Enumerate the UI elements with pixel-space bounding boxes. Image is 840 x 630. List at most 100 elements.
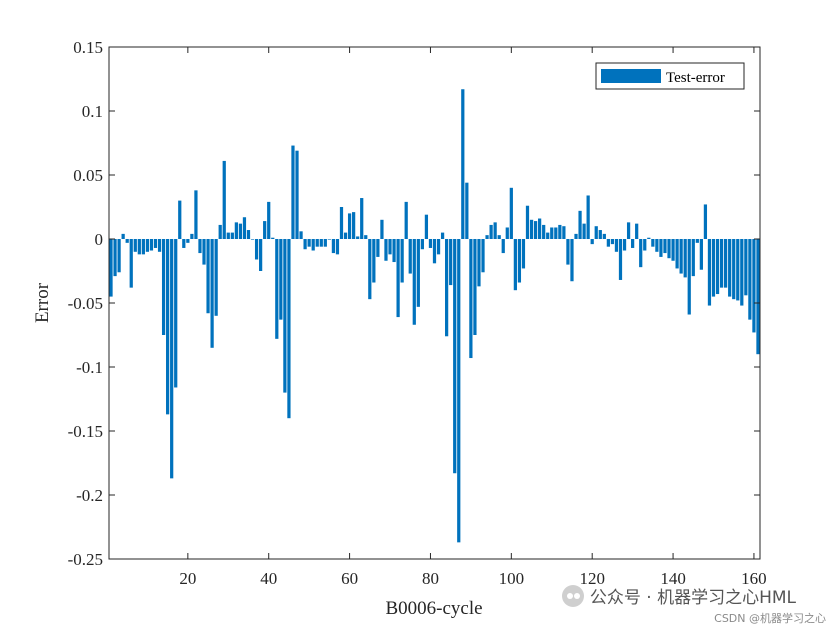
bar [736,239,740,301]
bar [639,239,643,268]
bar [740,239,744,306]
bar [513,239,517,291]
bar [428,239,433,248]
bar [558,224,562,239]
bar [283,239,287,393]
bar [643,239,647,251]
bar [675,239,679,269]
bar [724,239,728,288]
bar [715,239,720,295]
bar [614,239,619,252]
bar [250,239,255,240]
bar [590,239,594,245]
bar [610,239,615,245]
y-axis-label: Error [32,282,53,323]
bar [691,239,695,277]
bar [699,239,703,270]
bar [372,239,376,283]
bar [303,239,307,250]
x-tick-label: 160 [741,569,767,588]
bar [182,239,186,248]
bar [570,239,574,282]
bar [594,226,598,239]
bar [137,239,141,255]
bar [238,223,243,239]
x-tick-label: 100 [499,569,525,588]
bar [542,224,546,239]
bar [748,239,752,320]
x-tick-label: 120 [579,569,605,588]
bar [311,239,315,251]
bar [166,239,170,415]
y-tick-label: 0.15 [73,38,103,57]
x-axis-label: B0006-cycle [385,598,482,619]
bar [449,239,453,286]
bar [109,239,113,297]
bar [469,239,473,359]
bar [481,239,485,273]
bar [477,239,481,287]
bars-group [109,89,760,543]
bar [396,239,400,318]
legend-swatch [601,69,661,83]
bar [384,239,388,261]
y-tick-label: -0.15 [68,422,103,441]
bar [198,239,202,254]
bar [732,239,736,300]
bar [388,239,392,255]
bar [562,226,566,239]
bar [663,239,667,254]
bar [473,239,477,335]
legend-label: Test-error [666,70,725,86]
bar [149,239,154,251]
bar [533,221,538,239]
bar [626,222,631,239]
bar [687,239,691,315]
bar [453,239,457,474]
bar [226,232,230,239]
bar [554,227,558,239]
bar [287,239,291,419]
bar [586,195,590,239]
bar [404,201,408,239]
bar [368,239,372,300]
bar [517,239,522,283]
bar [376,239,380,257]
bar [356,236,360,239]
wechat-icon [561,584,584,607]
bar [711,239,716,297]
bar [117,239,121,273]
bar [445,239,449,337]
bar [622,239,627,251]
bar [521,239,526,269]
bar [315,239,319,247]
bar [299,231,303,239]
bar [267,201,271,239]
axes-group: -0.25 -0.2 -0.15 -0.1 -0.05 0 0.05 0.1 0.15 20 40 6… [68,38,767,588]
bar [436,239,441,255]
bar [683,239,687,278]
bar [214,239,218,316]
bar [335,239,340,255]
bar [744,239,748,296]
bar [679,239,683,274]
bar [347,213,352,239]
y-tick-label: 0 [95,230,104,249]
bar [529,219,534,239]
bar [186,239,190,243]
bar [440,232,445,239]
bar [178,200,182,239]
bar [343,232,348,239]
x-tick-label: 80 [422,569,439,588]
bar [618,239,623,280]
bar [319,239,323,247]
bar [424,214,429,239]
bar [400,239,404,283]
bar [432,239,437,264]
bar [242,217,247,239]
bar [509,187,513,239]
bar [546,232,550,239]
bar [635,223,639,239]
bar [631,239,635,248]
bar [222,160,226,239]
